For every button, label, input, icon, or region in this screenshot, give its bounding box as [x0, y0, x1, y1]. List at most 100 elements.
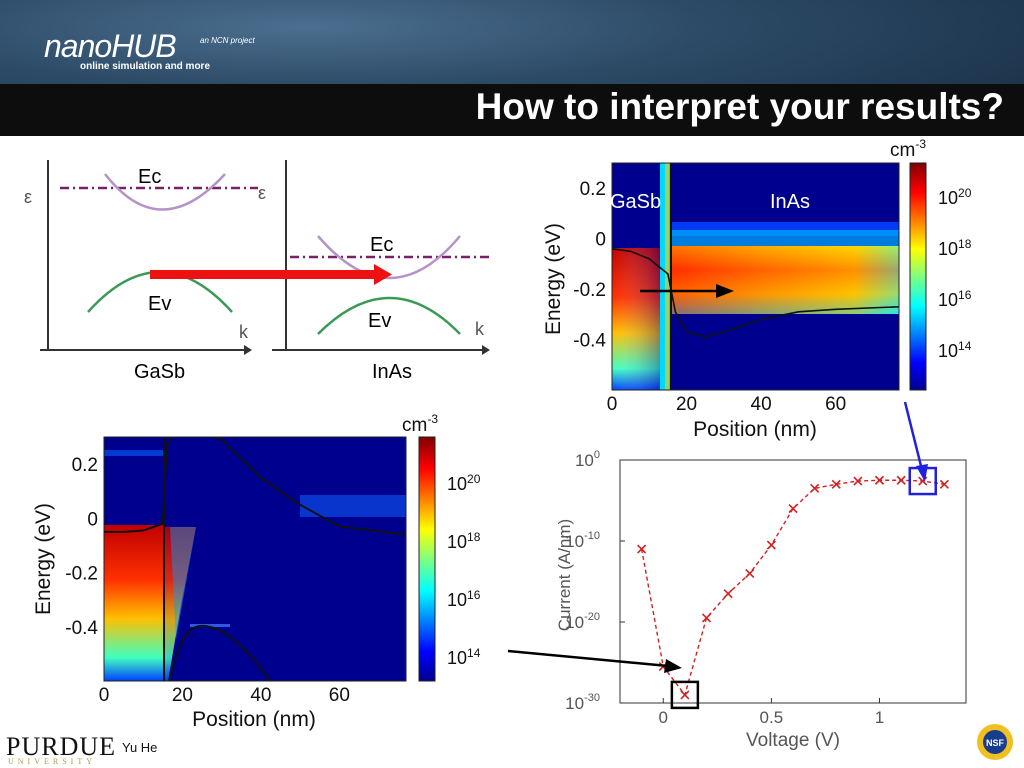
inas-k-arrow-icon	[482, 345, 490, 355]
iv-ylabel: Current (A/nm)	[555, 519, 574, 631]
nanohub-logo[interactable]: nanoHUB	[44, 28, 177, 64]
tunneling-arrow-shaft	[150, 270, 376, 279]
iv-data-point	[810, 483, 820, 493]
colorbar-tick-label: 1016	[447, 588, 481, 610]
lower-density-plot: 0 20 40 60 0.2 0 -0.2 -0.4 Energy (eV) Position…	[32, 412, 481, 731]
iv-x-tick-label: 0.5	[760, 708, 784, 727]
x-tick-label: 60	[825, 394, 846, 415]
inas-k-label: k	[475, 319, 485, 339]
ur-gasb-label: GaSb	[610, 191, 661, 213]
iv-highlight-box	[670, 680, 700, 710]
ll-ylabel: Energy (eV)	[32, 503, 55, 615]
iv-x-tick-label: 0	[659, 708, 668, 727]
iv-data-point	[788, 504, 798, 514]
iv-data-point	[853, 476, 863, 486]
iv-y-tick-label: 10-20	[565, 611, 600, 632]
y-tick-label: 0	[87, 509, 98, 530]
iv-data-point	[701, 613, 712, 623]
ur-xlabel: Position (nm)	[693, 418, 817, 441]
gasb-material-label: GaSb	[134, 361, 185, 383]
colorbar-tick-label: 1018	[447, 530, 481, 552]
colorbar-tick-label: 1020	[938, 186, 972, 208]
x-tick-label: 20	[676, 394, 697, 415]
colorbar-tick-label: 1018	[938, 237, 972, 259]
iv-series-line	[640, 479, 945, 697]
ur-colorbar-unit: cm-3	[890, 137, 926, 161]
colorbar-tick-label: 1014	[938, 339, 972, 361]
y-tick-label: 0	[595, 230, 606, 251]
ur-valence-fade	[612, 248, 660, 390]
iv-data-point	[637, 544, 647, 554]
y-tick-label: -0.2	[573, 280, 606, 301]
inas-ev-label: Ev	[368, 310, 391, 332]
inas-material-label: InAs	[372, 361, 412, 383]
purdue-logo[interactable]: PURDUE	[6, 732, 117, 761]
iv-plot: 0 0.5 1 100 10-10 10-20 10-30 Voltage (V) Curr…	[555, 449, 967, 751]
ll-colorbar-ticks: 1020 1018 1016 1014	[447, 472, 481, 668]
gasb-k-arrow-icon	[244, 345, 252, 355]
svg-text:NSF: NSF	[986, 738, 1005, 748]
ll-wedge	[164, 527, 196, 681]
iv-data-point	[831, 479, 841, 489]
ll-frame	[103, 436, 407, 682]
ll-valence-edge-line	[169, 624, 271, 681]
x-tick-label: 20	[172, 685, 193, 706]
y-tick-label: 0.2	[580, 179, 606, 200]
iv-markers	[637, 475, 949, 700]
y-tick-label: -0.4	[65, 618, 98, 639]
ll-colorbar-unit: cm-3	[402, 412, 438, 436]
gasb-ec-label: Ec	[138, 166, 161, 188]
ur-cb-glow	[672, 230, 899, 246]
ll-valence-density	[104, 525, 164, 681]
iv-frame	[619, 459, 967, 704]
x-tick-label: 40	[250, 685, 271, 706]
author-name: Yu He	[122, 740, 158, 755]
y-tick-label: 0.2	[72, 455, 98, 476]
ll-to-iv-arrow-icon	[664, 659, 682, 673]
inas-ec-label: Ec	[370, 234, 393, 256]
ur-ylabel: Energy (eV)	[542, 223, 565, 335]
ur-band-edge-line	[612, 247, 899, 338]
iv-data-point	[680, 690, 690, 700]
iv-data-point	[745, 568, 755, 578]
iv-xlabel: Voltage (V)	[746, 730, 840, 751]
colorbar-tick-label: 1016	[938, 288, 972, 310]
gasb-ev-label: Ev	[148, 293, 171, 315]
inas-valence-band	[317, 296, 461, 335]
x-tick-label: 40	[751, 394, 772, 415]
gasb-conduction-band	[104, 173, 226, 211]
inas-epsilon-label: ε	[258, 183, 266, 203]
ll-xlabel: Position (nm)	[192, 708, 316, 731]
title-band	[0, 84, 1024, 136]
slide-title: How to interpret your results?	[475, 86, 1004, 127]
upper-density-plot: GaSb InAs 0 20 40 60 0.2 0 -0.2 -0.4 Energy (eV…	[542, 137, 972, 441]
ur-colorbar	[909, 162, 927, 391]
gasb-k-label: k	[239, 322, 249, 342]
x-tick-label: 0	[607, 394, 618, 415]
colorbar-tick-label: 1014	[447, 646, 481, 668]
iv-to-ur-arrow-icon	[916, 464, 928, 482]
iv-data-point	[939, 479, 949, 489]
iv-y-tick-label: 100	[575, 449, 600, 470]
iv-y-tick-label: 10-10	[565, 530, 600, 551]
ur-arrow-head-icon	[716, 284, 734, 298]
ur-interface-core	[665, 163, 669, 390]
ur-tick-labels: 0 20 40 60 0.2 0 -0.2 -0.4	[573, 179, 846, 415]
ur-inas-label: InAs	[770, 191, 810, 213]
x-tick-label: 60	[329, 685, 350, 706]
tunneling-arrow-head-icon	[374, 264, 392, 285]
ll-wedge-glow	[170, 527, 196, 640]
x-tick-label: 0	[99, 685, 110, 706]
iv-tick-labels: 0 0.5 1 100 10-10 10-20 10-30	[565, 449, 884, 727]
nsf-logo-icon[interactable]: NSF	[975, 722, 1015, 762]
ur-hot-band-overlay	[672, 246, 899, 314]
ll-to-iv-connector	[507, 649, 669, 668]
iv-x-tick-label: 1	[875, 708, 884, 727]
ur-frame	[611, 162, 900, 391]
gasb-epsilon-label: ε	[24, 187, 32, 207]
ncn-tag: an NCN project	[200, 36, 255, 45]
y-tick-label: -0.4	[573, 331, 606, 352]
iv-data-point	[896, 475, 906, 485]
ur-colorbar-ticks: 1020 1018 1016 1014	[938, 186, 972, 361]
